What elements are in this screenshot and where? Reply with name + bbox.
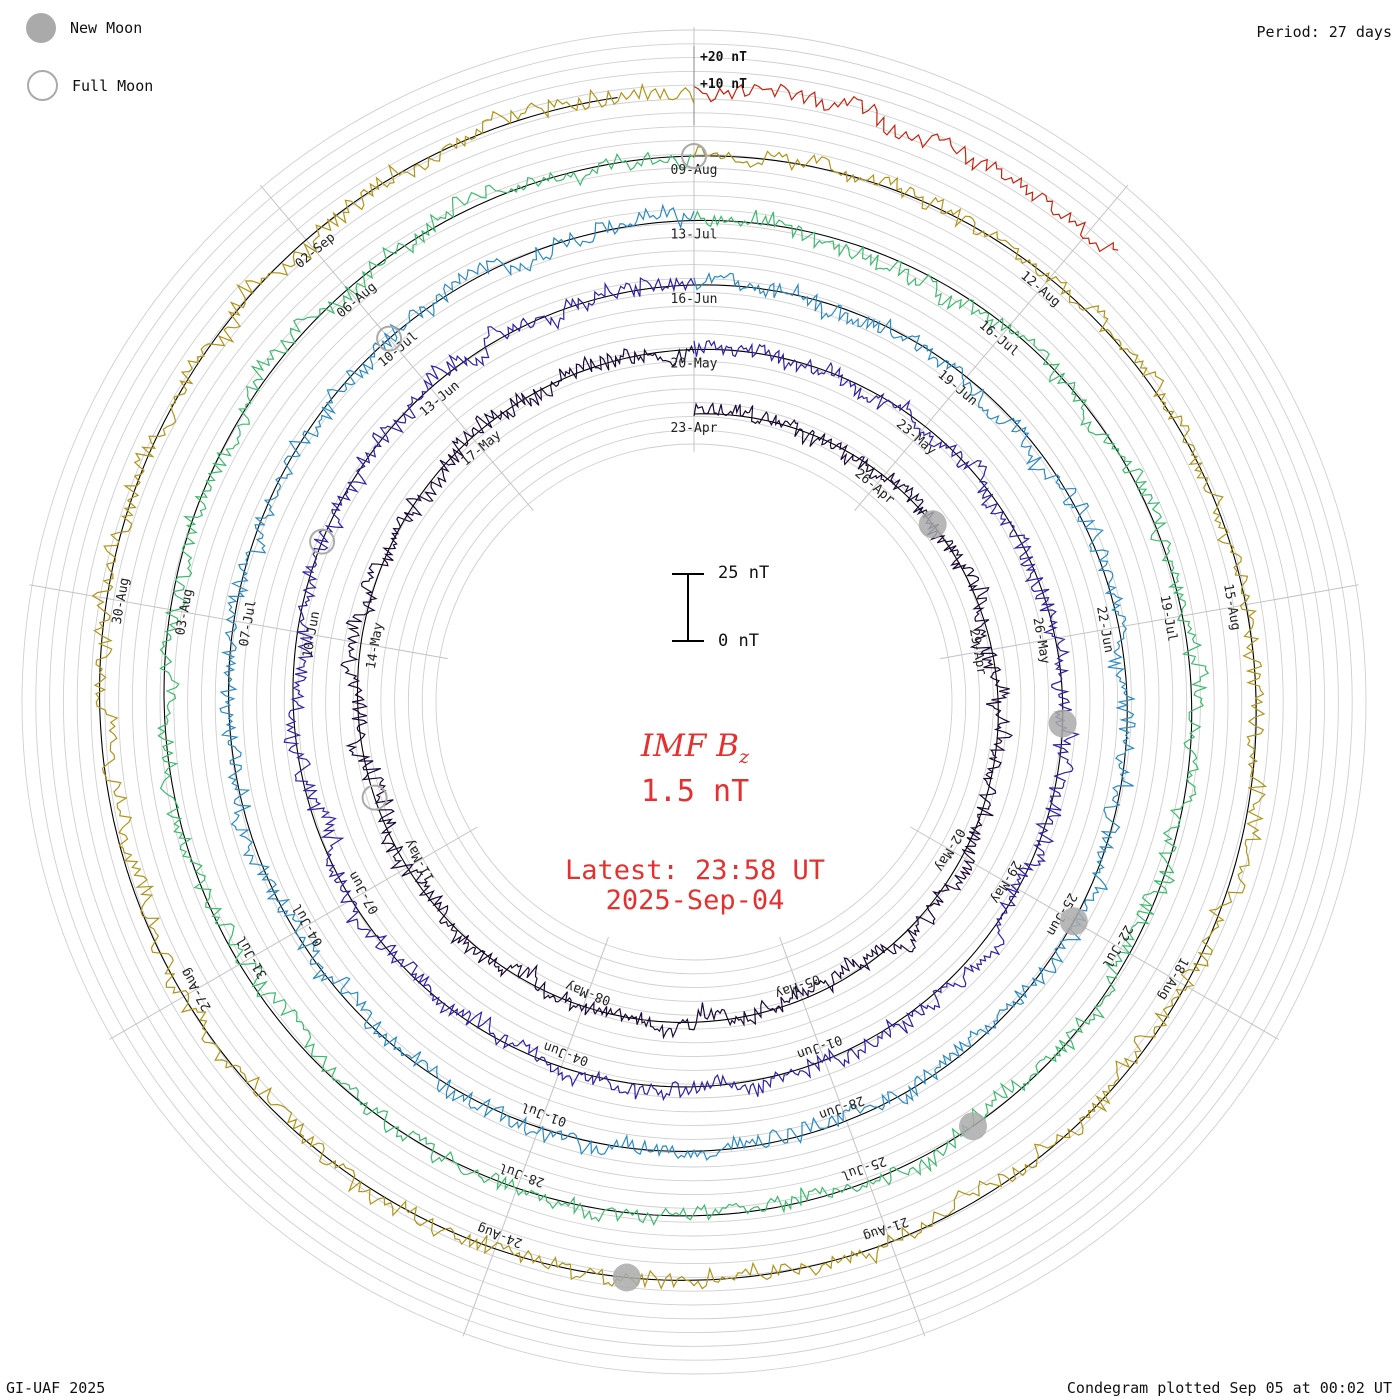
day-spoke <box>109 826 478 1040</box>
new-moon-marker <box>1059 907 1088 936</box>
plotted-label: Condegram plotted Sep 05 at 00:02 UT <box>1066 1379 1392 1397</box>
trace-cycle-6 <box>693 83 1119 253</box>
latest-time: Latest: 23:58 UT 2025-Sep-04 <box>540 856 850 916</box>
day-spoke <box>854 184 1129 511</box>
date-label: 16-Jul <box>976 318 1022 360</box>
date-label: 09-Aug <box>671 163 718 178</box>
date-label: 20-May <box>671 357 718 372</box>
latest-date-text: 2025-Sep-04 <box>605 885 785 916</box>
scale-top-label: 25 nT <box>718 563 770 583</box>
trace-cycle-2 <box>283 276 1081 1102</box>
day-spoke <box>779 936 926 1337</box>
date-label: 07-Jun <box>346 868 382 916</box>
ring-scale-label-10: +10 nT <box>700 77 747 92</box>
date-label: 22-Jun <box>1093 605 1116 654</box>
date-label: 01-Jul <box>519 1099 568 1129</box>
date-label: 30-Aug <box>110 577 133 626</box>
date-label: 23-Apr <box>671 421 718 436</box>
new-moon-marker <box>918 510 947 539</box>
date-label: 16-Jun <box>671 292 718 307</box>
scale-bottom-label: 0 nT <box>718 631 759 651</box>
trace-cycle-5 <box>91 82 1267 1290</box>
new-moon-marker <box>1048 709 1077 738</box>
full-moon-marker <box>361 784 388 811</box>
trace-cycle-3 <box>219 203 1136 1161</box>
full-moon-icon <box>27 70 58 101</box>
date-labels: 23-Apr26-Apr29-Apr02-May05-May08-May11-M… <box>110 143 1243 1292</box>
full-moon-marker <box>681 143 707 169</box>
date-label: 07-Jul <box>237 599 260 648</box>
full-moon-marker <box>309 528 336 555</box>
trace-cycle-4 <box>157 151 1210 1227</box>
full-moon-label: Full Moon <box>72 76 154 95</box>
date-label: 24-Aug <box>475 1220 524 1250</box>
scale-bar <box>672 573 704 642</box>
date-label: 28-Jun <box>817 1092 866 1122</box>
trace-cycle-1 <box>340 344 1014 1040</box>
date-label: 19-Jun <box>935 367 981 409</box>
date-label: 26-Apr <box>852 466 898 508</box>
parameter-title: IMF Bz <box>640 728 750 769</box>
ring-scale: +20 nT +10 nT <box>693 46 747 125</box>
day-spoke <box>29 584 448 660</box>
new-moon-marker <box>959 1112 987 1141</box>
date-label: 04-Jun <box>541 1038 590 1068</box>
latest-time-text: Latest: 23:58 UT <box>564 855 826 886</box>
parameter-subscript: z <box>739 746 750 769</box>
date-label: 13-Jul <box>671 228 718 243</box>
legend-new-moon: New Moon <box>26 13 142 43</box>
period-label: Period: 27 days <box>1256 23 1392 41</box>
date-label: 15-Aug <box>1220 583 1243 632</box>
date-label: 26-May <box>1029 616 1052 665</box>
grid-ring <box>338 346 1050 1058</box>
date-label: 02-Sep <box>293 230 339 272</box>
date-label: 01-Jun <box>795 1032 844 1062</box>
date-label: 31-Jul <box>234 933 270 981</box>
day-spoke <box>462 936 609 1337</box>
data-traces <box>91 82 1267 1290</box>
new-moon-icon <box>26 13 56 43</box>
day-spoke <box>940 584 1359 660</box>
new-moon-label: New Moon <box>70 19 143 37</box>
credit-label: GI-UAF 2025 <box>6 1379 106 1397</box>
date-label: 27-Aug <box>178 965 214 1013</box>
grid-ring <box>366 374 1022 1030</box>
ring-scale-label-20: +20 nT <box>700 50 747 65</box>
legend-full-moon: Full Moon <box>27 70 153 101</box>
current-value: 1.5 nT <box>640 774 750 809</box>
full-moon-marker <box>376 325 403 352</box>
date-label: 11-May <box>402 836 439 884</box>
baseline-spiral <box>99 97 1257 1281</box>
grid-ring <box>380 388 1008 1016</box>
new-moon-marker <box>612 1263 641 1292</box>
date-label: 13-Jun <box>417 378 463 420</box>
date-label: 12-Aug <box>1017 268 1063 310</box>
